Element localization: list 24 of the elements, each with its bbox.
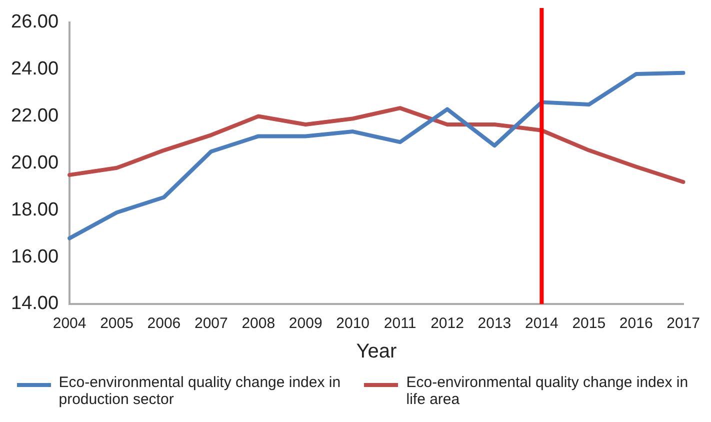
x-tick-label: 2011	[384, 315, 416, 332]
x-tick-label: 2004	[52, 315, 86, 332]
x-tick-label: 2016	[619, 315, 653, 332]
x-tick-label: 2014	[524, 315, 558, 332]
y-tick-label: 24.00	[11, 58, 59, 80]
x-tick-label: 2017	[666, 315, 700, 332]
legend-label: Eco-environmental quality change index in life area	[406, 374, 690, 408]
y-tick-label: 18.00	[11, 199, 59, 220]
x-tick-label: 2007	[194, 315, 228, 332]
x-tick-label: 2008	[242, 315, 276, 332]
x-tick-label: 2005	[100, 315, 134, 332]
x-tick-label: 2012	[430, 315, 464, 332]
x-tick-label: 2010	[336, 315, 370, 332]
x-tick-label: 2006	[147, 315, 181, 332]
y-tick-label: 16.00	[11, 246, 59, 268]
y-tick-label: 26.00	[11, 12, 59, 33]
x-tick-label: 2015	[572, 315, 606, 332]
x-axis-title: Year	[356, 340, 397, 363]
y-tick-label: 22.00	[11, 106, 59, 126]
x-tick-label: 2013	[478, 315, 512, 332]
x-tick-label: 2009	[288, 315, 322, 332]
y-tick-label: 20.00	[11, 152, 59, 174]
legend-label: Eco-environmental quality change index in production sector	[58, 374, 342, 408]
y-tick-label: 14.00	[11, 293, 59, 314]
